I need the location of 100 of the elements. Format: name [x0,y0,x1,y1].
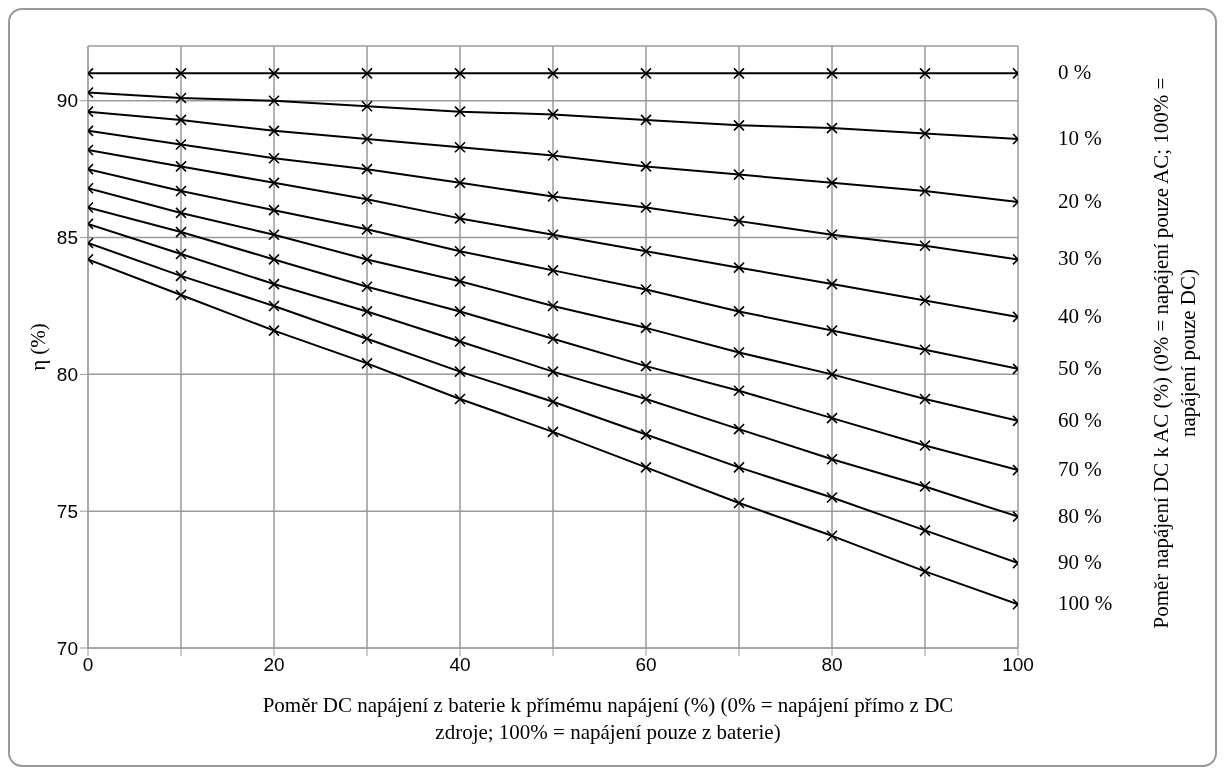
point [919,239,931,252]
point [733,346,745,359]
point [826,324,838,337]
point [547,264,559,277]
point [175,207,187,219]
point [919,439,931,452]
point [640,360,652,372]
point [919,480,931,493]
y-tick-label: 70 [56,637,78,659]
series-label: 50 % [1058,355,1102,380]
series-label: 70 % [1058,457,1102,482]
series-label: 30 % [1058,246,1102,271]
y-tick-label: 80 [56,364,78,386]
y-tick-label: 75 [56,500,78,522]
point [547,229,559,241]
x-tick-label: 0 [82,654,94,676]
point [733,305,745,318]
point [175,114,187,126]
point [175,92,187,104]
point [826,368,838,381]
point [919,67,931,80]
point [454,141,466,154]
point [640,201,652,214]
point [175,270,187,282]
point [454,177,466,189]
series-label: 40 % [1058,303,1102,328]
series-label: 20 % [1058,188,1102,213]
point [640,461,652,474]
y-axis-title: η (%) [26,323,51,371]
point [826,67,838,80]
point [826,278,838,290]
point [547,395,559,408]
point [919,524,931,537]
series-label: 90 % [1058,550,1102,575]
point [640,67,652,80]
point [826,177,838,189]
point [733,261,745,274]
point [547,300,559,312]
point [454,275,466,288]
point [175,67,187,80]
point [454,67,466,80]
point [547,190,559,203]
point [733,119,745,132]
point [640,428,652,441]
series-label: 10 % [1058,126,1102,151]
point [640,283,652,296]
point [361,281,373,293]
point [268,324,280,337]
point [826,453,838,465]
point [640,393,652,405]
point [361,223,373,236]
point [640,245,652,258]
point [454,245,466,258]
point [826,530,838,542]
point [733,423,745,435]
point [361,133,373,145]
x-tick-label: 100 [1002,654,1034,676]
point [454,212,466,225]
point [919,565,931,578]
point [175,289,187,301]
point [733,461,745,474]
x-tick-label: 20 [263,654,285,676]
series-label: 60 % [1058,407,1102,432]
y-tick-label: 90 [56,90,78,112]
point [826,229,838,241]
point [361,305,373,318]
point [454,335,466,348]
point [826,412,838,424]
x-tick-label: 60 [635,654,657,676]
point [268,229,280,241]
series-label: 0 % [1058,60,1092,85]
point [361,100,373,112]
point [175,226,187,238]
point [268,300,280,312]
point [547,426,559,438]
y-tick-label: 85 [56,227,78,249]
point [919,393,931,405]
point [640,114,652,126]
point [268,94,280,107]
point [547,67,559,80]
point [919,127,931,140]
point [454,365,466,378]
point [919,294,931,307]
point [268,177,280,189]
point [268,67,280,80]
x-tick-label: 80 [821,654,843,676]
point [733,497,745,509]
point [268,204,280,216]
point [826,122,838,134]
point [454,105,466,118]
legend-title: Poměr napájení DC k AC (%) (0% = napájení pouze AC; 100% = napájení pouze DC) [1148,76,1201,631]
point [268,253,280,266]
point [547,108,559,121]
point [361,357,373,370]
x-axis-title: Poměr DC napájení z baterie k přímému napájení (%) (0% = napájení přímo z DC zdroje; 100% = napájení pouze z baterie) [261,692,955,746]
point [733,215,745,227]
point [175,185,187,197]
series-label: 80 % [1058,503,1102,528]
point [175,138,187,151]
x-tick-label: 40 [449,654,471,676]
